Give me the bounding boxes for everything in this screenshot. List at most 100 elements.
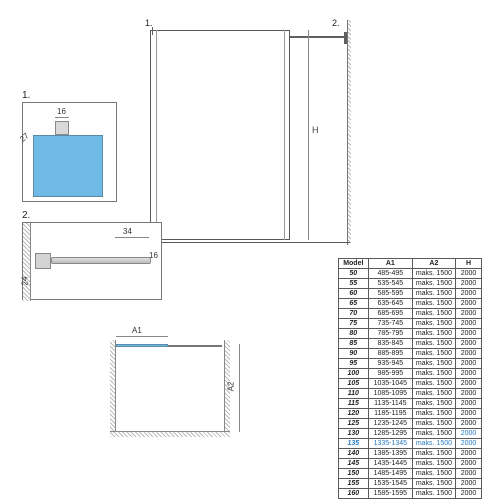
th-model: Model: [338, 259, 368, 269]
td-a2: maks. 1500: [412, 329, 455, 339]
detail-2-dimline: [115, 237, 149, 238]
td-h: 2000: [456, 319, 482, 329]
td-h: 2000: [456, 389, 482, 399]
td-model: 120: [338, 409, 368, 419]
td-a2: maks. 1500: [412, 349, 455, 359]
wall-hatch-right: [347, 20, 351, 245]
detail-1-dim-16: 16: [57, 107, 66, 116]
glass-panel-edge-left: [156, 30, 157, 240]
detail-1-dim-27: 27: [18, 131, 31, 144]
table-row: 1601585-1595maks. 15002000: [338, 489, 481, 499]
td-a1: 1435-1445: [368, 459, 412, 469]
td-model: 140: [338, 449, 368, 459]
front-elevation-diagram: H 1. 2.: [140, 20, 360, 245]
table-row: 80785-795maks. 15002000: [338, 329, 481, 339]
glass-panel-edge-right: [284, 30, 285, 240]
detail-1-box: 16 27: [22, 102, 117, 202]
th-h: H: [456, 259, 482, 269]
detail-2-dim-24: 24: [21, 277, 30, 286]
td-model: 160: [338, 489, 368, 499]
td-a1: 835-845: [368, 339, 412, 349]
td-model: 155: [338, 479, 368, 489]
td-h: 2000: [456, 439, 482, 449]
td-a1: 485-495: [368, 269, 412, 279]
table-row: 1501485-1495maks. 15002000: [338, 469, 481, 479]
td-model: 130: [338, 429, 368, 439]
td-h: 2000: [456, 329, 482, 339]
floor-line: [140, 242, 350, 243]
td-a1: 1285-1295: [368, 429, 412, 439]
td-a1: 1235-1245: [368, 419, 412, 429]
td-a2: maks. 1500: [412, 409, 455, 419]
td-a2: maks. 1500: [412, 469, 455, 479]
detail-2-dim-34: 34: [123, 227, 132, 236]
td-a2: maks. 1500: [412, 459, 455, 469]
detail-1-title: 1.: [22, 90, 30, 101]
th-a2: A2: [412, 259, 455, 269]
table-row: 70685-695maks. 15002000: [338, 309, 481, 319]
td-a2: maks. 1500: [412, 449, 455, 459]
td-h: 2000: [456, 409, 482, 419]
td-h: 2000: [456, 289, 482, 299]
detail-2-dim-16: 16: [149, 251, 158, 260]
table-row: 90885-895maks. 15002000: [338, 349, 481, 359]
detail-2-box: 34 16 24: [22, 222, 162, 300]
td-h: 2000: [456, 419, 482, 429]
td-a1: 1385-1395: [368, 449, 412, 459]
td-h: 2000: [456, 399, 482, 409]
td-h: 2000: [456, 449, 482, 459]
td-a2: maks. 1500: [412, 309, 455, 319]
td-a1: 885-895: [368, 349, 412, 359]
td-a2: maks. 1500: [412, 369, 455, 379]
td-a2: maks. 1500: [412, 279, 455, 289]
stabilizer-bar: [290, 36, 346, 38]
callout-1-leader: [152, 27, 153, 35]
td-a1: 585-595: [368, 289, 412, 299]
td-model: 60: [338, 289, 368, 299]
table-row: 50485-495maks. 15002000: [338, 269, 481, 279]
detail-2-wall-hatch: [23, 223, 31, 301]
table-header-row: Model A1 A2 H: [338, 259, 481, 269]
spec-table: Model A1 A2 H 50485-495maks. 15002000555…: [338, 258, 482, 499]
dimension-h-line: [308, 30, 309, 240]
table-row: 1401385-1395maks. 15002000: [338, 449, 481, 459]
detail-2-mount-block: [35, 253, 51, 269]
td-a2: maks. 1500: [412, 319, 455, 329]
td-a2: maks. 1500: [412, 439, 455, 449]
td-a2: maks. 1500: [412, 419, 455, 429]
td-h: 2000: [456, 309, 482, 319]
detail-1-profile: [55, 121, 69, 135]
td-a2: maks. 1500: [412, 489, 455, 499]
table-row: 1351335-1345maks. 15002000: [338, 439, 481, 449]
td-a1: 1035-1045: [368, 379, 412, 389]
td-a2: maks. 1500: [412, 429, 455, 439]
plan-wall-bottom: [110, 431, 230, 437]
td-h: 2000: [456, 369, 482, 379]
td-model: 70: [338, 309, 368, 319]
th-a1: A1: [368, 259, 412, 269]
table-row: 100985-995maks. 15002000: [338, 369, 481, 379]
td-a1: 785-795: [368, 329, 412, 339]
plan-brace-line: [168, 345, 222, 347]
td-a2: maks. 1500: [412, 289, 455, 299]
table-row: 75735-745maks. 15002000: [338, 319, 481, 329]
td-a2: maks. 1500: [412, 389, 455, 399]
td-h: 2000: [456, 489, 482, 499]
td-a1: 535-545: [368, 279, 412, 289]
td-a1: 1485-1495: [368, 469, 412, 479]
td-h: 2000: [456, 479, 482, 489]
td-a1: 1135-1145: [368, 399, 412, 409]
td-a2: maks. 1500: [412, 399, 455, 409]
td-h: 2000: [456, 299, 482, 309]
td-a2: maks. 1500: [412, 359, 455, 369]
td-a2: maks. 1500: [412, 479, 455, 489]
td-model: 95: [338, 359, 368, 369]
td-a1: 1335-1345: [368, 439, 412, 449]
plan-glass-line: [116, 344, 168, 347]
td-h: 2000: [456, 279, 482, 289]
table-row: 1101085-1095maks. 15002000: [338, 389, 481, 399]
td-model: 85: [338, 339, 368, 349]
td-model: 80: [338, 329, 368, 339]
table-row: 1451435-1445maks. 15002000: [338, 459, 481, 469]
detail-2-title: 2.: [22, 210, 30, 221]
